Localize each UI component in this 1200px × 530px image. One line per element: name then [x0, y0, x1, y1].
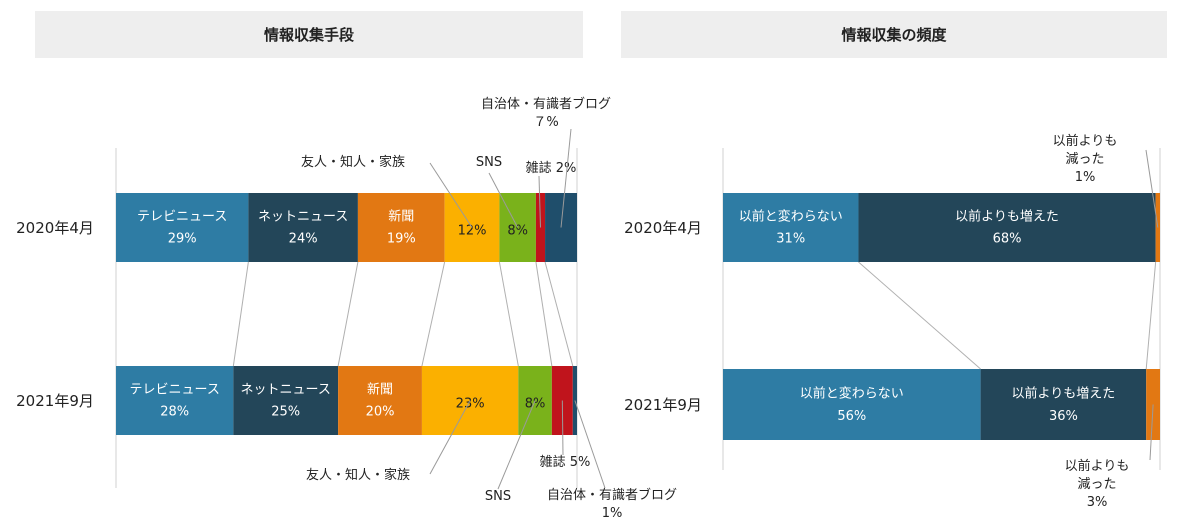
- data-label: 28%: [160, 405, 189, 420]
- data-label: 56%: [837, 409, 866, 424]
- callout-label: 友人・知人・家族: [306, 467, 410, 483]
- bar-segment: [116, 366, 234, 435]
- segment-connector: [498, 261, 519, 367]
- data-label: 23%: [456, 396, 485, 411]
- callout-label: SNS: [485, 489, 511, 504]
- callout-leader-line: [561, 400, 564, 456]
- segment-connector: [421, 261, 446, 367]
- callout-label: 自治体・有識者ブログ: [481, 96, 611, 112]
- callout-label: 以前よりも: [1065, 458, 1130, 474]
- data-label: 20%: [366, 405, 395, 420]
- data-label: 29%: [168, 232, 197, 247]
- callout-label: SNS: [476, 155, 502, 170]
- callout-label: 1%: [602, 506, 623, 521]
- chart-title: 情報収集の頻度: [841, 26, 947, 44]
- data-label: 8%: [525, 396, 546, 411]
- callout-leader-line: [560, 128, 572, 228]
- callout-label: 自治体・有識者ブログ: [547, 487, 677, 503]
- callout-label: 雑誌 5%: [540, 454, 591, 470]
- callout-leader-line: [1145, 149, 1159, 228]
- segment-connector: [858, 261, 981, 370]
- data-label: 31%: [776, 232, 805, 247]
- chart-info-frequency: 情報収集の頻度 2020年4月 2021年9月 以前と変わらない 31% 以前よりも…: [621, 11, 1167, 510]
- series-name-label: 以前よりも増えた: [955, 209, 1059, 225]
- callout-label: 友人・知人・家族: [301, 154, 405, 170]
- series-name-label: 以前と変わらない: [800, 385, 904, 401]
- callout-leader-line: [429, 400, 471, 475]
- bar-segment: [116, 193, 249, 262]
- series-name-label: 新聞: [388, 209, 414, 225]
- bar-segment: [980, 369, 1147, 440]
- callout-label: 1%: [1075, 170, 1096, 185]
- bar-segment: [518, 366, 552, 435]
- series-name-label: 新聞: [367, 382, 393, 398]
- bar-segment: [248, 193, 358, 262]
- callout-leader-line: [1149, 404, 1154, 461]
- panel-header-background: [621, 11, 1167, 58]
- bar-segment: [338, 366, 422, 435]
- callout-label: 以前よりも: [1053, 133, 1118, 149]
- segment-connector: [535, 261, 553, 367]
- bar-segment: [233, 366, 339, 435]
- data-label: 8%: [507, 223, 528, 238]
- bar-segment: [723, 193, 859, 262]
- chart-info-methods: 情報収集手段 2020年4月 2021年9月 テレビニュース 29% ネットニュース…: [16, 11, 677, 521]
- callout-label: 雑誌 2%: [526, 160, 577, 176]
- panel-header-background: [35, 11, 583, 58]
- callout-leader-line: [429, 162, 473, 228]
- series-name-label: テレビニュース: [137, 210, 227, 225]
- category-label: 2020年4月: [16, 219, 94, 237]
- segment-connector: [337, 261, 359, 367]
- callout-leader-line: [488, 172, 519, 228]
- series-name-label: 以前と変わらない: [739, 209, 843, 225]
- data-label: 24%: [289, 232, 318, 247]
- series-name-label: 以前よりも増えた: [1012, 385, 1116, 401]
- callout-label: 減った: [1065, 151, 1104, 167]
- category-label: 2021年9月: [624, 396, 702, 414]
- bar-segment: [357, 193, 445, 262]
- segment-connector: [1145, 261, 1157, 370]
- data-label: 19%: [387, 232, 416, 247]
- callout-label: 減った: [1077, 476, 1116, 492]
- data-label: 36%: [1049, 409, 1078, 424]
- chart-title: 情報収集手段: [264, 26, 354, 44]
- bar-segment: [858, 193, 1156, 262]
- callout-label: 3%: [1087, 495, 1108, 510]
- callout-leader-line: [538, 175, 541, 228]
- series-name-label: ネットニュース: [241, 383, 331, 398]
- data-label: 12%: [458, 223, 487, 238]
- callout-leader-line: [497, 400, 536, 490]
- bar-segment: [421, 366, 519, 435]
- segment-connector: [544, 261, 574, 367]
- series-name-label: ネットニュース: [258, 210, 348, 225]
- bar-segment: [551, 366, 573, 435]
- bar-segment: [723, 369, 981, 440]
- callout-label: ７%: [533, 115, 558, 130]
- category-label: 2020年4月: [624, 219, 702, 237]
- category-label: 2021年9月: [16, 392, 94, 410]
- data-label: 68%: [993, 232, 1022, 247]
- data-label: 25%: [271, 405, 300, 420]
- series-name-label: テレビニュース: [129, 383, 219, 398]
- callout-leader-line: [574, 400, 606, 489]
- segment-connector: [232, 261, 249, 367]
